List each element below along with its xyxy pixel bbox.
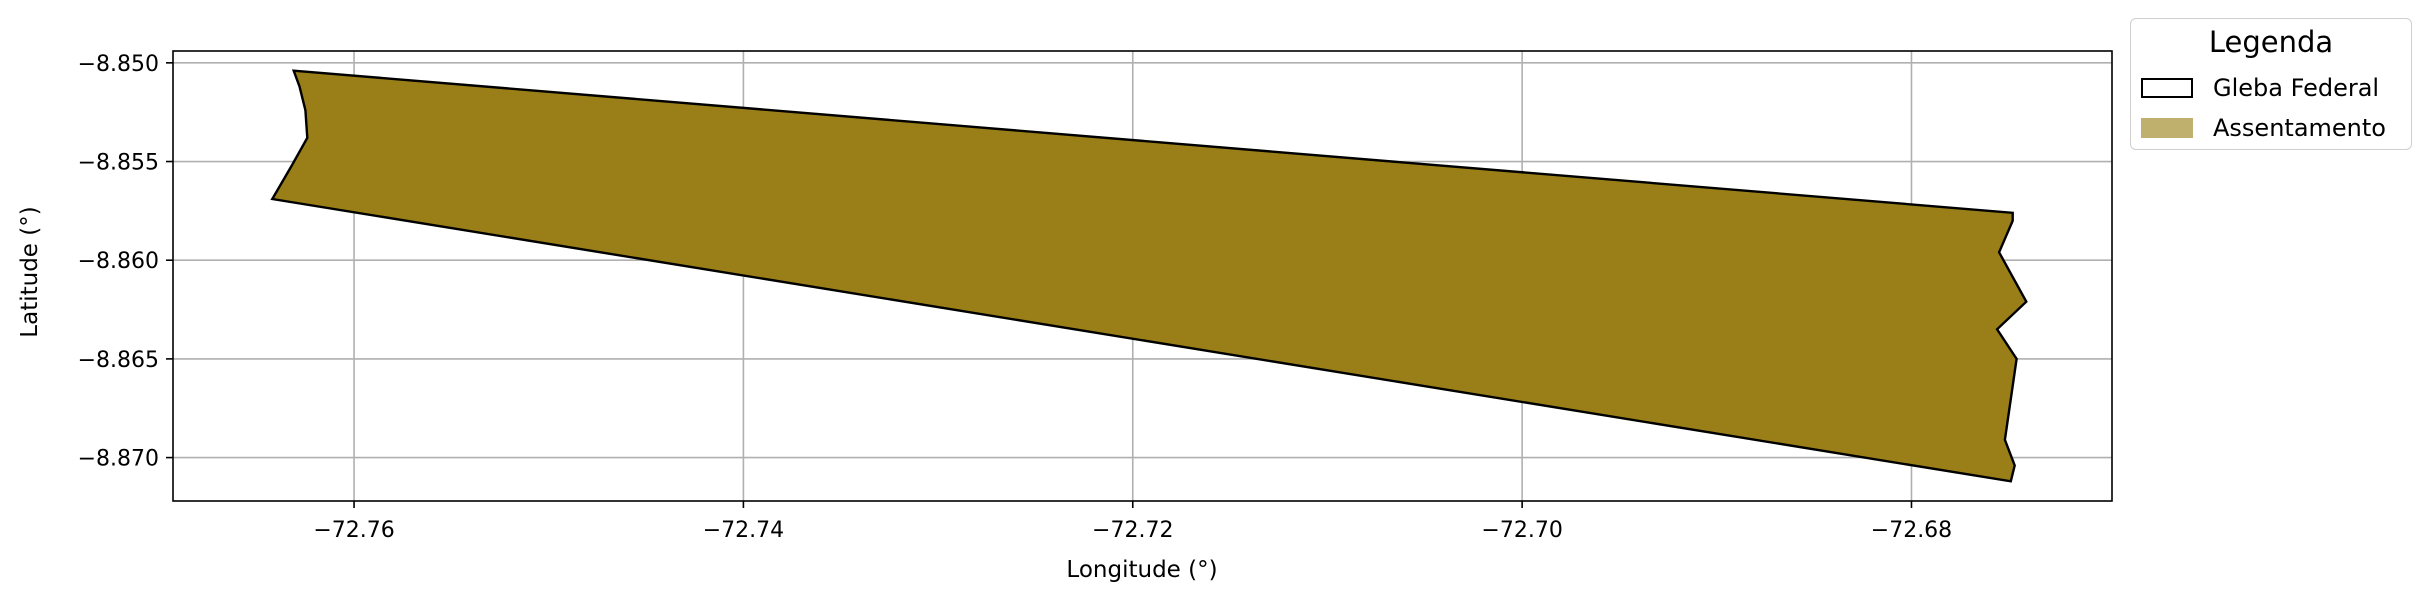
y-tick-label-0: −8.850 (78, 52, 159, 77)
x-tick-label-4: −72.68 (1871, 518, 1952, 543)
axes-frame (172, 50, 2113, 502)
y-axis-ticks: −8.850 −8.855 −8.860 −8.865 −8.870 (78, 52, 173, 472)
assentamento-polygon (270, 69, 2028, 483)
y-axis-label: Latitude (°) (17, 206, 43, 337)
y-tick-label-3: −8.865 (78, 348, 159, 373)
x-axis-ticks: −72.76 −72.74 −72.72 −72.70 −72.68 (313, 501, 1952, 543)
y-tick-label-1: −8.855 (78, 151, 159, 176)
x-tick-label-1: −72.74 (703, 518, 784, 543)
legend-swatch-assentamento (2141, 118, 2193, 138)
x-tick-label-3: −72.70 (1481, 518, 1562, 543)
x-tick-label-2: −72.72 (1092, 518, 1173, 543)
y-tick-label-4: −8.870 (78, 447, 159, 472)
legend-label-assentamento: Assentamento (2213, 114, 2386, 142)
x-tick-label-0: −72.76 (313, 518, 394, 543)
legend-item-gleba-federal: Gleba Federal (2141, 74, 2379, 102)
x-axis-label: Longitude (°) (1066, 557, 1217, 583)
y-tick-label-2: −8.860 (78, 249, 159, 274)
legend-title: Legenda (2208, 25, 2334, 59)
legend-label-gleba-federal: Gleba Federal (2213, 74, 2380, 102)
legend-item-assentamento: Assentamento (2141, 114, 2386, 142)
legend-swatch-gleba-federal (2141, 78, 2193, 98)
legend: Legenda Gleba Federal Assentamento (2130, 18, 2412, 150)
